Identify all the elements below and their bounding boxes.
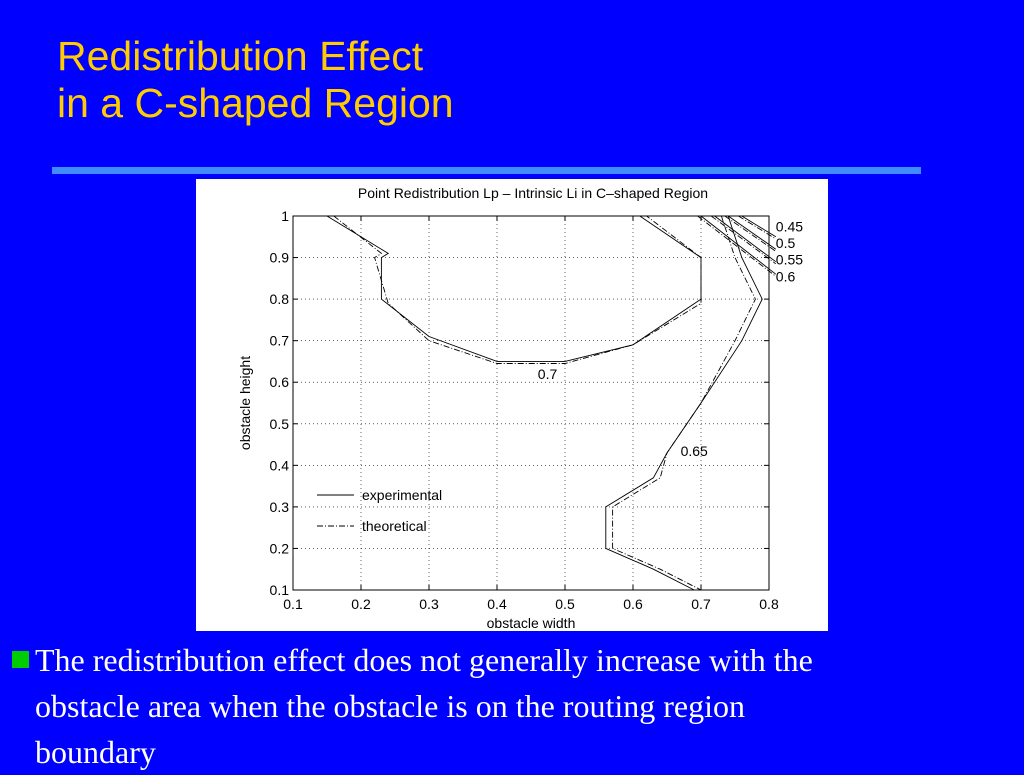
- y-tick-label: 0.1: [270, 582, 290, 598]
- bullet-text-line-3: boundary: [35, 734, 156, 770]
- x-tick-label: 0.1: [283, 596, 303, 612]
- contour-line-theoretical-0-55: [710, 215, 777, 265]
- bullet-text-line-1: The redistribution effect does not gener…: [35, 642, 813, 678]
- chart-title: Point Redistribution Lp – Intrinsic Li i…: [358, 185, 708, 201]
- legend-label-experimental: experimental: [362, 487, 442, 503]
- x-tick-label: 0.5: [555, 596, 575, 612]
- contour-line-experimental-0-45: [741, 215, 777, 238]
- chart-figure: Point Redistribution Lp – Intrinsic Li i…: [196, 179, 828, 631]
- legend: experimental theoretical: [317, 487, 442, 534]
- x-tick-label: 0.2: [351, 596, 371, 612]
- y-tick-label: 0.5: [270, 416, 290, 432]
- bullet-text-line-2: obstacle area when the obstacle is on th…: [35, 688, 745, 724]
- contour-line-theoretical-0-65: [612, 215, 756, 591]
- x-tick-label: 0.3: [419, 596, 439, 612]
- x-tick-label: 0.6: [623, 596, 643, 612]
- contour-level-label: 0.5: [776, 235, 796, 251]
- y-tick-label: 0.6: [270, 374, 290, 390]
- x-tick-label: 0.7: [691, 596, 711, 612]
- legend-label-theoretical: theoretical: [362, 518, 427, 534]
- title-divider: [52, 167, 921, 174]
- x-tick-label: 0.4: [487, 596, 507, 612]
- contour-chart: Point Redistribution Lp – Intrinsic Li i…: [237, 185, 803, 631]
- contour-level-label: 0.65: [681, 443, 708, 459]
- contour-level-label: 0.6: [776, 268, 796, 284]
- x-tick-label: 0.8: [759, 596, 779, 612]
- x-axis-label: obstacle width: [487, 615, 576, 631]
- plot-frame: [292, 215, 770, 591]
- y-tick-label: 0.9: [270, 250, 290, 266]
- contour-line-theoretical-0-45: [738, 215, 777, 240]
- slide-title: Redistribution Effect in a C-shaped Regi…: [57, 33, 454, 127]
- contour-level-label: 0.55: [776, 252, 803, 268]
- slide-title-line-2: in a C-shaped Region: [57, 80, 454, 126]
- y-tick-label: 1: [281, 208, 289, 224]
- contour-level-label: 0.7: [538, 366, 558, 382]
- y-tick-label: 0.3: [270, 499, 290, 515]
- contour-line-experimental-0-65: [605, 215, 763, 591]
- contour-line-theoretical-0-6: [697, 215, 777, 277]
- contour-line-experimental-0-7: [326, 215, 702, 362]
- contour-level-label: 0.45: [776, 218, 803, 234]
- contour-line-experimental-0-55: [714, 215, 777, 263]
- contour-line-theoretical-0-7: [333, 215, 702, 364]
- y-tick-label: 0.2: [270, 540, 290, 556]
- slide-title-line-1: Redistribution Effect: [57, 33, 424, 79]
- y-tick-label: 0.4: [270, 457, 290, 473]
- y-axis-label: obstacle height: [237, 356, 253, 450]
- contour-line-experimental-0-5: [727, 215, 777, 250]
- y-tick-label: 0.8: [270, 291, 290, 307]
- contour-line-experimental-0-6: [700, 215, 777, 275]
- bullet-point: The redistribution effect does not gener…: [12, 637, 1022, 775]
- y-tick-label: 0.7: [270, 333, 290, 349]
- bullet-square-icon: [12, 651, 29, 668]
